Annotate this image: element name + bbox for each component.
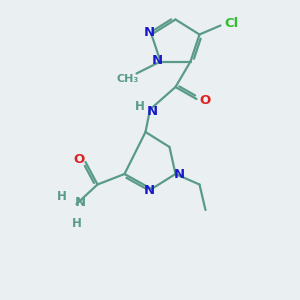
Text: CH₃: CH₃ (117, 74, 139, 84)
Text: O: O (199, 94, 211, 107)
Text: Cl: Cl (225, 17, 239, 31)
Text: H: H (135, 100, 144, 113)
Text: N: N (143, 26, 155, 40)
Text: N: N (143, 184, 155, 197)
Text: N: N (74, 196, 86, 209)
Text: H: H (72, 217, 81, 230)
Text: N: N (173, 168, 185, 181)
Text: O: O (73, 153, 85, 166)
Text: N: N (151, 54, 163, 68)
Text: N: N (147, 105, 158, 119)
Text: H: H (57, 190, 66, 203)
